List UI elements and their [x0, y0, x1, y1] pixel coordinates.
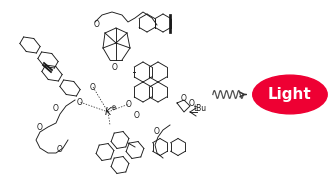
Text: O: O — [112, 62, 118, 71]
Text: O: O — [57, 145, 63, 154]
Text: O: O — [94, 19, 100, 28]
Text: O: O — [37, 123, 43, 132]
Text: K: K — [105, 107, 111, 117]
Text: O: O — [126, 100, 132, 109]
Text: O: O — [90, 82, 96, 91]
Text: O: O — [134, 111, 140, 120]
Text: O: O — [77, 98, 83, 107]
Text: O: O — [189, 98, 195, 107]
Text: O: O — [154, 127, 160, 136]
Text: tBu: tBu — [194, 103, 207, 112]
Text: O: O — [53, 103, 59, 112]
Text: O: O — [181, 93, 187, 102]
Text: ⊕: ⊕ — [110, 105, 116, 111]
Text: Light: Light — [268, 87, 312, 102]
Ellipse shape — [253, 75, 327, 114]
